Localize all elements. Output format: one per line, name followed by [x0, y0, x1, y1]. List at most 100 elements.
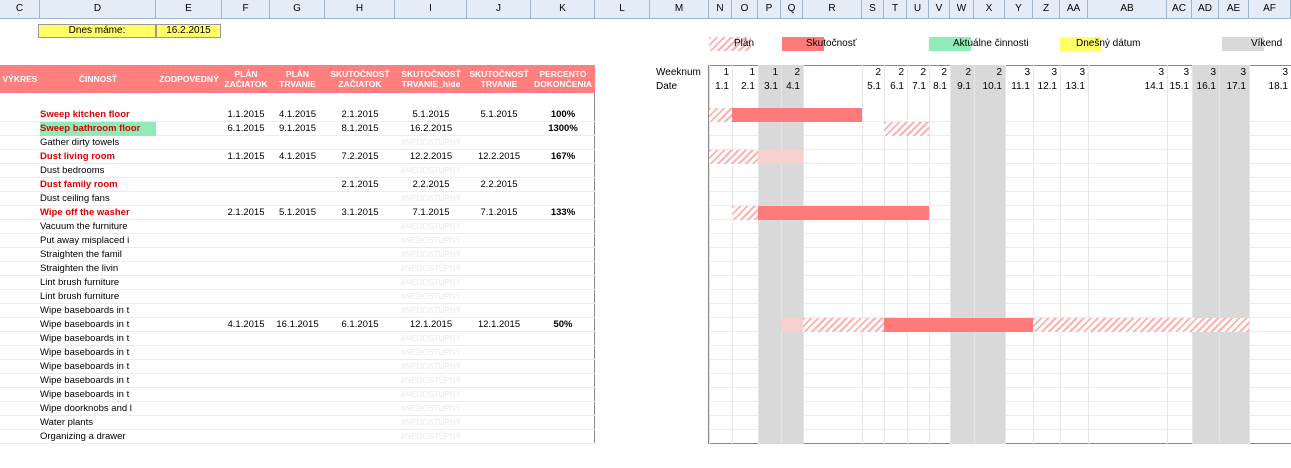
task-name[interactable]: Wipe doorknobs and l — [40, 403, 132, 414]
cell-act-dur[interactable] — [467, 262, 531, 276]
cell-plan-dur[interactable] — [270, 416, 325, 430]
cell-act-start[interactable]: 2.1.2015 — [341, 109, 379, 120]
column-header-i[interactable]: I — [395, 0, 467, 18]
cell-pct[interactable] — [531, 388, 595, 402]
cell-plan-start[interactable] — [222, 164, 270, 178]
column-header-d[interactable]: D — [40, 0, 156, 18]
column-header-o[interactable]: O — [732, 0, 758, 18]
cell-act-start[interactable] — [325, 374, 395, 388]
cell-pct[interactable] — [531, 164, 595, 178]
column-header-u[interactable]: U — [907, 0, 929, 18]
task-name[interactable]: Straighten the livin — [40, 263, 119, 274]
column-header-k[interactable]: K — [531, 0, 595, 18]
cell-pct[interactable] — [531, 346, 595, 360]
column-header-h[interactable]: H — [325, 0, 395, 18]
cell-act-dur[interactable] — [467, 346, 531, 360]
cell-act-hide[interactable]: 12.2.2015 — [409, 151, 453, 162]
column-header-af[interactable]: AF — [1249, 0, 1291, 18]
column-header-e[interactable]: E — [156, 0, 222, 18]
cell-act-dur[interactable] — [467, 220, 531, 234]
cell-plan-start[interactable] — [222, 402, 270, 416]
cell-plan-start[interactable] — [222, 430, 270, 444]
cell-plan-dur[interactable] — [270, 262, 325, 276]
cell-act-dur[interactable] — [467, 304, 531, 318]
cell-plan-dur[interactable] — [270, 346, 325, 360]
cell-act-dur[interactable] — [467, 360, 531, 374]
task-name[interactable]: Wipe baseboards in t — [40, 333, 130, 344]
cell-plan-dur[interactable] — [270, 388, 325, 402]
cell-plan-dur[interactable] — [270, 402, 325, 416]
cell-plan-dur[interactable] — [270, 248, 325, 262]
column-header-f[interactable]: F — [222, 0, 270, 18]
cell-plan-start[interactable] — [222, 290, 270, 304]
cell-act-start[interactable]: 2.1.2015 — [341, 179, 379, 190]
cell-act-start[interactable] — [325, 360, 395, 374]
task-name[interactable]: Wipe baseboards in t — [40, 347, 130, 358]
cell-act-dur[interactable] — [467, 234, 531, 248]
cell-act-start[interactable] — [325, 262, 395, 276]
cell-plan-start[interactable]: 1.1.2015 — [227, 109, 265, 120]
column-header-l[interactable]: L — [595, 0, 650, 18]
column-header-v[interactable]: V — [929, 0, 950, 18]
task-name[interactable]: Dust ceiling fans — [40, 193, 110, 204]
cell-act-start[interactable] — [325, 416, 395, 430]
cell-pct[interactable] — [531, 402, 595, 416]
cell-act-start[interactable] — [325, 276, 395, 290]
cell-pct[interactable]: 50% — [553, 319, 573, 330]
cell-pct[interactable] — [531, 136, 595, 150]
task-name[interactable]: Organizing a drawer — [40, 431, 126, 442]
cell-plan-start[interactable] — [222, 374, 270, 388]
column-header-y[interactable]: Y — [1005, 0, 1033, 18]
cell-act-hide[interactable]: 16.2.2015 — [409, 123, 453, 134]
cell-act-dur[interactable] — [467, 430, 531, 444]
column-header-t[interactable]: T — [884, 0, 907, 18]
cell-act-start[interactable] — [325, 388, 395, 402]
task-name[interactable]: Wipe baseboards in t — [40, 375, 130, 386]
column-header-n[interactable]: N — [709, 0, 732, 18]
cell-pct[interactable] — [531, 276, 595, 290]
cell-pct[interactable] — [531, 304, 595, 318]
cell-act-hide[interactable]: 7.1.2015 — [412, 207, 450, 218]
cell-pct[interactable] — [531, 248, 595, 262]
cell-pct[interactable]: 133% — [550, 207, 576, 218]
cell-act-start[interactable]: 7.2.2015 — [341, 151, 379, 162]
cell-act-dur[interactable]: 12.2.2015 — [477, 151, 521, 162]
today-value[interactable]: 16.2.2015 — [156, 24, 221, 38]
column-header-m[interactable]: M — [650, 0, 709, 18]
cell-plan-dur[interactable]: 9.1.2015 — [279, 123, 316, 134]
cell-plan-start[interactable] — [222, 136, 270, 150]
cell-plan-start[interactable] — [222, 262, 270, 276]
task-name[interactable]: Put away misplaced i — [40, 235, 130, 246]
cell-act-dur[interactable]: 5.1.2015 — [480, 109, 518, 120]
column-header-ac[interactable]: AC — [1167, 0, 1192, 18]
cell-act-dur[interactable] — [467, 416, 531, 430]
cell-act-dur[interactable] — [467, 332, 531, 346]
cell-act-start[interactable] — [325, 402, 395, 416]
cell-plan-dur[interactable] — [270, 290, 325, 304]
task-name[interactable]: Straighten the famil — [40, 249, 122, 260]
cell-act-start[interactable]: 8.1.2015 — [341, 123, 379, 134]
cell-plan-dur[interactable] — [270, 304, 325, 318]
cell-act-dur[interactable] — [467, 192, 531, 206]
cell-act-start[interactable] — [325, 290, 395, 304]
cell-plan-dur[interactable] — [270, 332, 325, 346]
task-name[interactable]: Gather dirty towels — [40, 137, 120, 148]
cell-act-dur[interactable]: 2.2.2015 — [480, 179, 518, 190]
cell-plan-start[interactable] — [222, 332, 270, 346]
cell-plan-dur[interactable] — [270, 374, 325, 388]
cell-plan-start[interactable] — [222, 416, 270, 430]
cell-act-dur[interactable] — [467, 374, 531, 388]
cell-act-start[interactable] — [325, 248, 395, 262]
cell-act-start[interactable] — [325, 192, 395, 206]
cell-plan-dur[interactable]: 4.1.2015 — [279, 151, 316, 162]
cell-plan-dur[interactable] — [270, 220, 325, 234]
cell-act-hide[interactable]: 12.1.2015 — [409, 319, 453, 330]
column-header-j[interactable]: J — [467, 0, 531, 18]
cell-act-dur[interactable] — [467, 164, 531, 178]
cell-pct[interactable] — [531, 416, 595, 430]
cell-act-start[interactable] — [325, 304, 395, 318]
cell-plan-dur[interactable]: 5.1.2015 — [279, 207, 316, 218]
cell-pct[interactable] — [531, 220, 595, 234]
task-name[interactable]: Wipe baseboards in t — [40, 319, 130, 330]
task-name[interactable]: Wipe off the washer — [40, 207, 130, 218]
